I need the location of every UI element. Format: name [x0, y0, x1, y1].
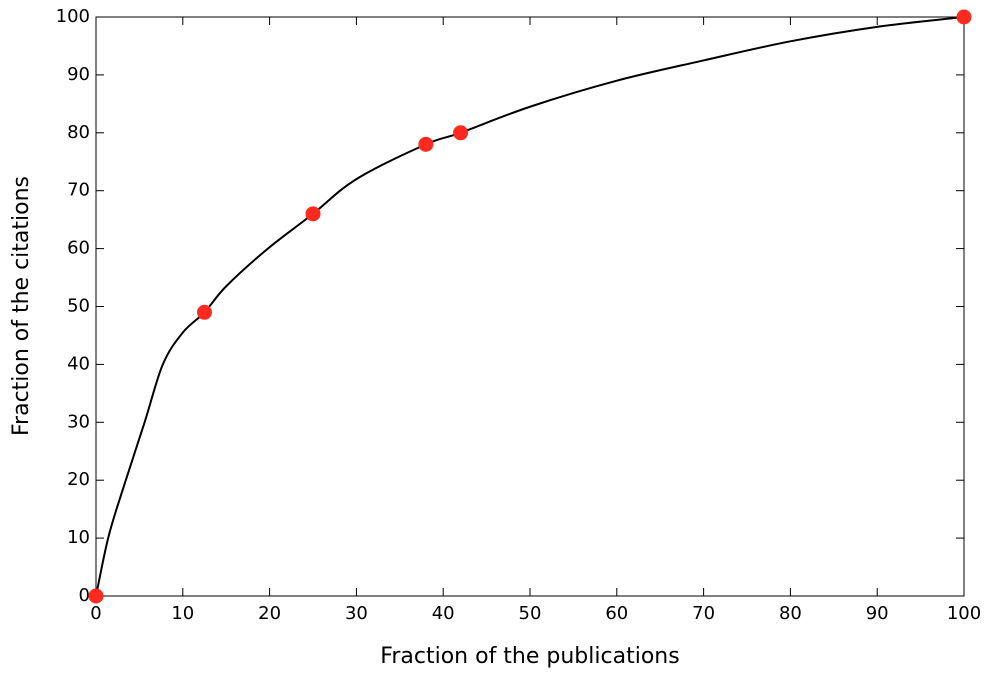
x-tick-label: 40 [432, 603, 455, 624]
y-tick-label: 0 [79, 585, 90, 606]
x-tick-label: 20 [258, 603, 281, 624]
x-tick-label: 30 [345, 603, 368, 624]
y-tick-label: 70 [67, 180, 90, 201]
data-point [305, 206, 321, 222]
y-tick-label: 100 [56, 6, 90, 27]
x-axis-label: Fraction of the publications [380, 644, 679, 669]
x-tick-label: 100 [947, 603, 981, 624]
y-tick-label: 20 [67, 469, 90, 490]
x-tick-label: 80 [779, 603, 802, 624]
plot-frame [95, 16, 965, 597]
y-axis-label: Fraction of the citations [9, 176, 34, 436]
x-tick-label: 60 [605, 603, 628, 624]
y-tick-label: 50 [67, 296, 90, 317]
data-point [88, 588, 104, 604]
y-tick-label: 40 [67, 353, 90, 374]
x-tick-label: 0 [90, 603, 101, 624]
data-point [453, 125, 469, 141]
x-tick-label: 70 [692, 603, 715, 624]
y-tick-label: 10 [67, 527, 90, 548]
y-tick-label: 60 [67, 238, 90, 259]
y-tick-label: 80 [67, 122, 90, 143]
data-point [197, 304, 212, 320]
x-tick-label: 90 [866, 603, 889, 624]
x-tick-label: 50 [519, 603, 542, 624]
data-point [418, 136, 434, 152]
y-tick-label: 90 [67, 64, 90, 85]
data-point [956, 9, 972, 25]
y-tick-label: 30 [67, 411, 90, 432]
x-tick-label: 10 [171, 603, 194, 624]
curve [95, 16, 965, 597]
